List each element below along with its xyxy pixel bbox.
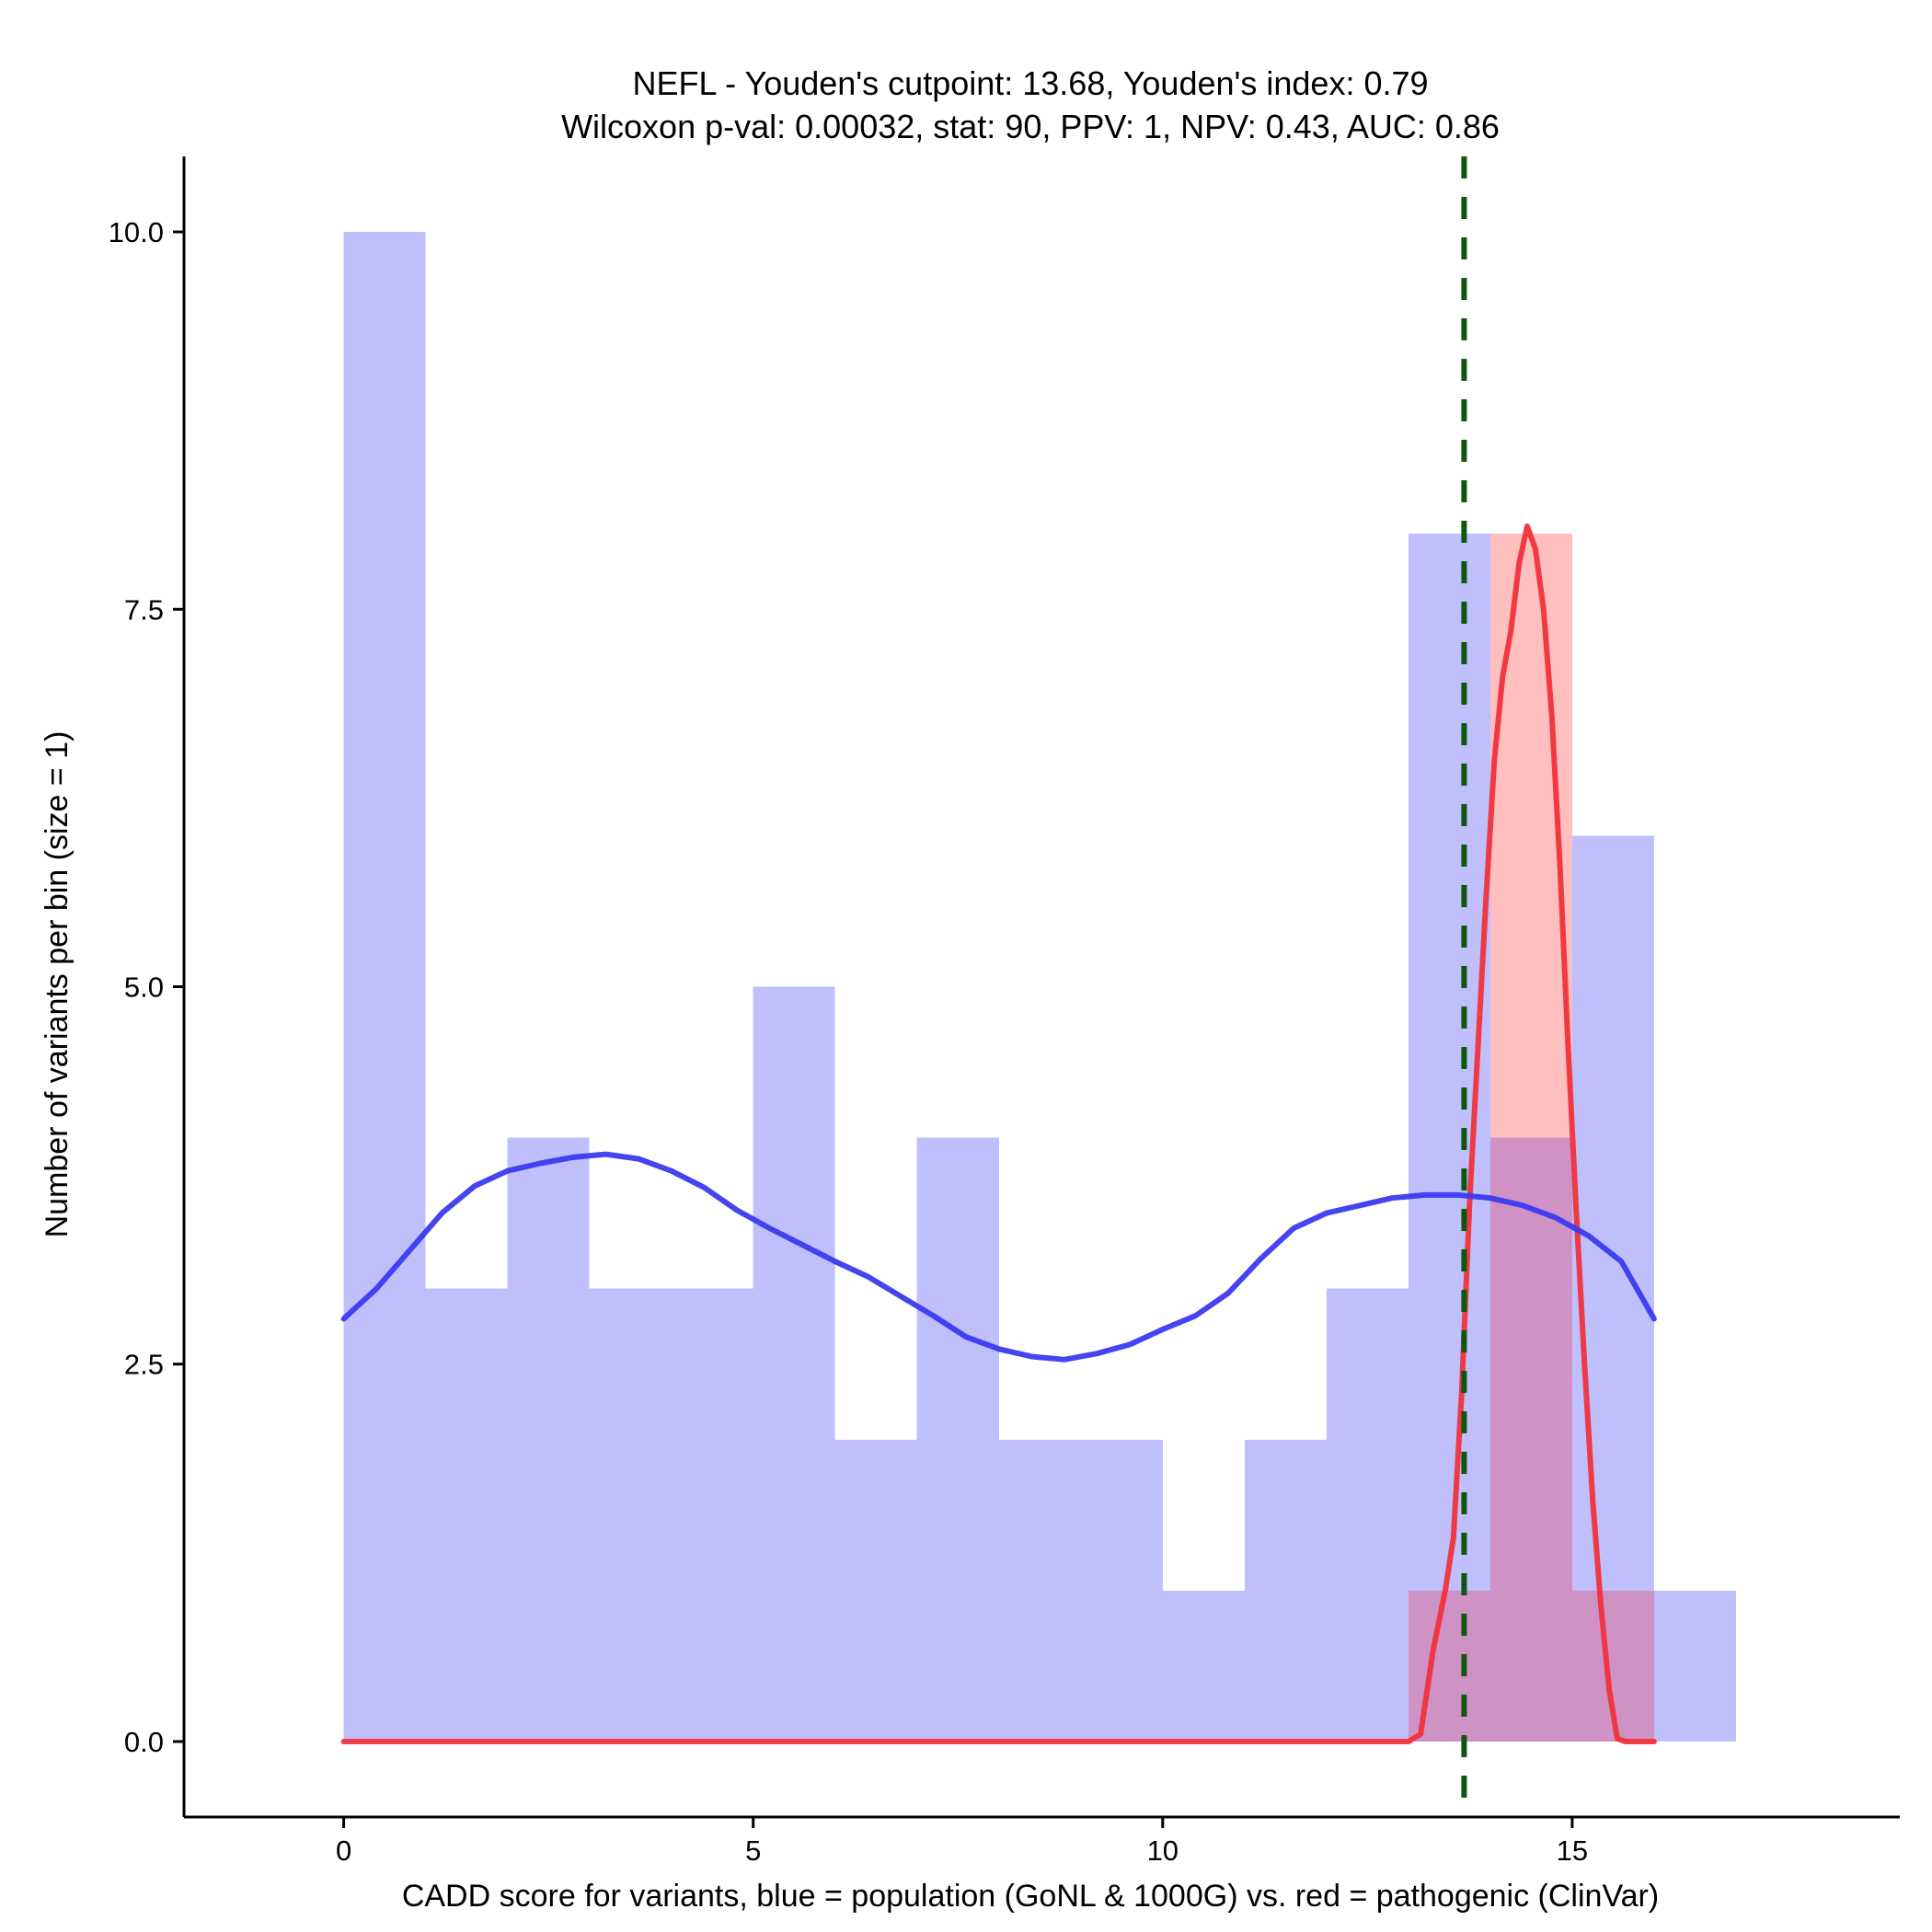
x-axis-ticks: 0 5 10 15	[336, 1817, 1588, 1867]
chart-title-line2: Wilcoxon p-val: 0.00032, stat: 90, PPV: …	[561, 108, 1500, 145]
y-tick-label-0: 0.0	[124, 1726, 164, 1758]
y-tick-label-2: 5.0	[124, 972, 164, 1004]
population-bar-8	[998, 1439, 1081, 1742]
population-bar-16	[1653, 1590, 1736, 1742]
chart-title-line1: NEFL - Youden's cutpoint: 13.68, Youden'…	[632, 64, 1428, 102]
population-bar-11	[1244, 1439, 1327, 1742]
x-tick-label-3: 15	[1557, 1834, 1588, 1867]
y-tick-label-1: 2.5	[124, 1349, 164, 1381]
overlap-bar-1	[1489, 1137, 1572, 1742]
x-tick-label-1: 5	[745, 1834, 761, 1867]
density-curves	[340, 523, 1657, 1744]
population-bar-12	[1326, 1288, 1409, 1742]
population-bar-3	[589, 1288, 672, 1742]
population-bar-4	[671, 1288, 753, 1742]
population-bar-5	[753, 986, 835, 1742]
population-bar-0	[343, 232, 426, 1742]
population-bar-9	[1080, 1439, 1163, 1742]
population-bar-6	[834, 1439, 917, 1742]
y-axis-label: Number of variants per bin (size = 1)	[40, 731, 75, 1238]
population-bar-7	[916, 1137, 999, 1742]
population-bar-10	[1162, 1590, 1245, 1742]
y-tick-label-3: 7.5	[124, 593, 164, 626]
x-tick-label-2: 10	[1147, 1834, 1179, 1867]
population-bar-2	[507, 1137, 590, 1742]
pathogenic-density-line	[340, 523, 1657, 1744]
x-axis-label: CADD score for variants, blue = populati…	[402, 1879, 1659, 1914]
population-density-line	[340, 1151, 1657, 1363]
population-bar-13	[1408, 534, 1490, 1742]
y-tick-label-4: 10.0	[109, 216, 164, 248]
population-bar-1	[425, 1288, 508, 1742]
y-axis-ticks: 0.0 2.5 5.0 7.5 10.0	[109, 216, 184, 1758]
x-tick-label-0: 0	[336, 1834, 351, 1867]
